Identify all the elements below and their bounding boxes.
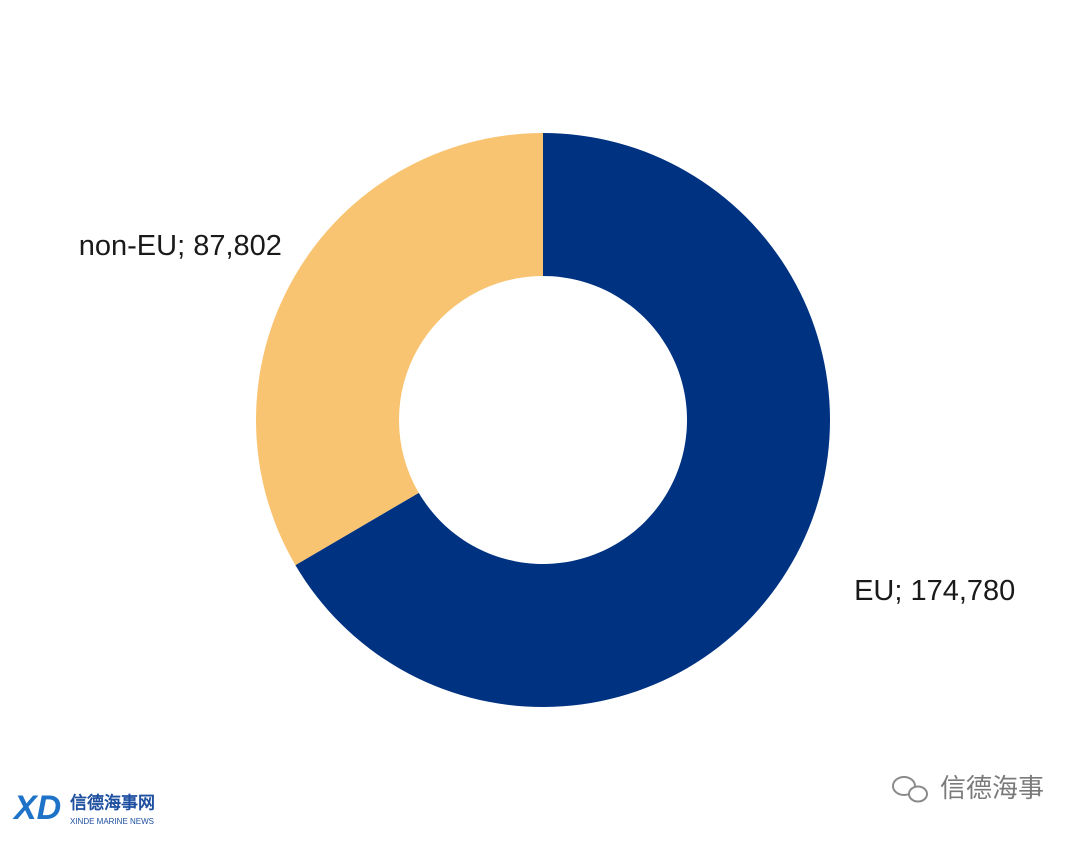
donut-slice xyxy=(256,133,543,566)
account-name: 信德海事 xyxy=(940,773,1044,803)
logo: XD 信德海事网 XINDE MARINE NEWS xyxy=(12,789,155,827)
wechat-icon xyxy=(908,785,928,803)
donut-slice xyxy=(295,133,831,707)
data-label: EU; 174,780 xyxy=(854,575,1015,607)
logo-title: 信德海事网 xyxy=(70,792,155,812)
data-label: non-EU; 87,802 xyxy=(79,230,282,262)
logo-subtitle: XINDE MARINE NEWS xyxy=(70,817,154,826)
account-watermark: 信德海事 xyxy=(892,773,1044,803)
logo-mark: XD xyxy=(12,789,61,827)
